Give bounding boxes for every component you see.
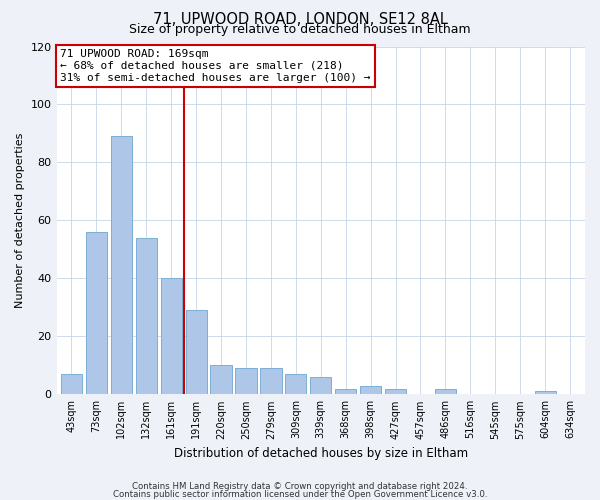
Bar	[360, 386, 381, 394]
Bar	[61, 374, 82, 394]
Bar	[285, 374, 307, 394]
Bar	[310, 377, 331, 394]
Bar	[136, 238, 157, 394]
Text: Contains HM Land Registry data © Crown copyright and database right 2024.: Contains HM Land Registry data © Crown c…	[132, 482, 468, 491]
Bar	[185, 310, 207, 394]
Bar	[335, 388, 356, 394]
Bar	[435, 388, 456, 394]
Text: Size of property relative to detached houses in Eltham: Size of property relative to detached ho…	[129, 22, 471, 36]
Text: 71 UPWOOD ROAD: 169sqm
← 68% of detached houses are smaller (218)
31% of semi-de: 71 UPWOOD ROAD: 169sqm ← 68% of detached…	[60, 50, 371, 82]
Bar	[535, 392, 556, 394]
Bar	[86, 232, 107, 394]
Bar	[235, 368, 257, 394]
Bar	[161, 278, 182, 394]
Y-axis label: Number of detached properties: Number of detached properties	[15, 132, 25, 308]
Text: Contains public sector information licensed under the Open Government Licence v3: Contains public sector information licen…	[113, 490, 487, 499]
Bar	[211, 366, 232, 394]
Bar	[260, 368, 281, 394]
Bar	[111, 136, 132, 394]
X-axis label: Distribution of detached houses by size in Eltham: Distribution of detached houses by size …	[174, 447, 468, 460]
Bar	[385, 388, 406, 394]
Text: 71, UPWOOD ROAD, LONDON, SE12 8AL: 71, UPWOOD ROAD, LONDON, SE12 8AL	[152, 12, 448, 28]
